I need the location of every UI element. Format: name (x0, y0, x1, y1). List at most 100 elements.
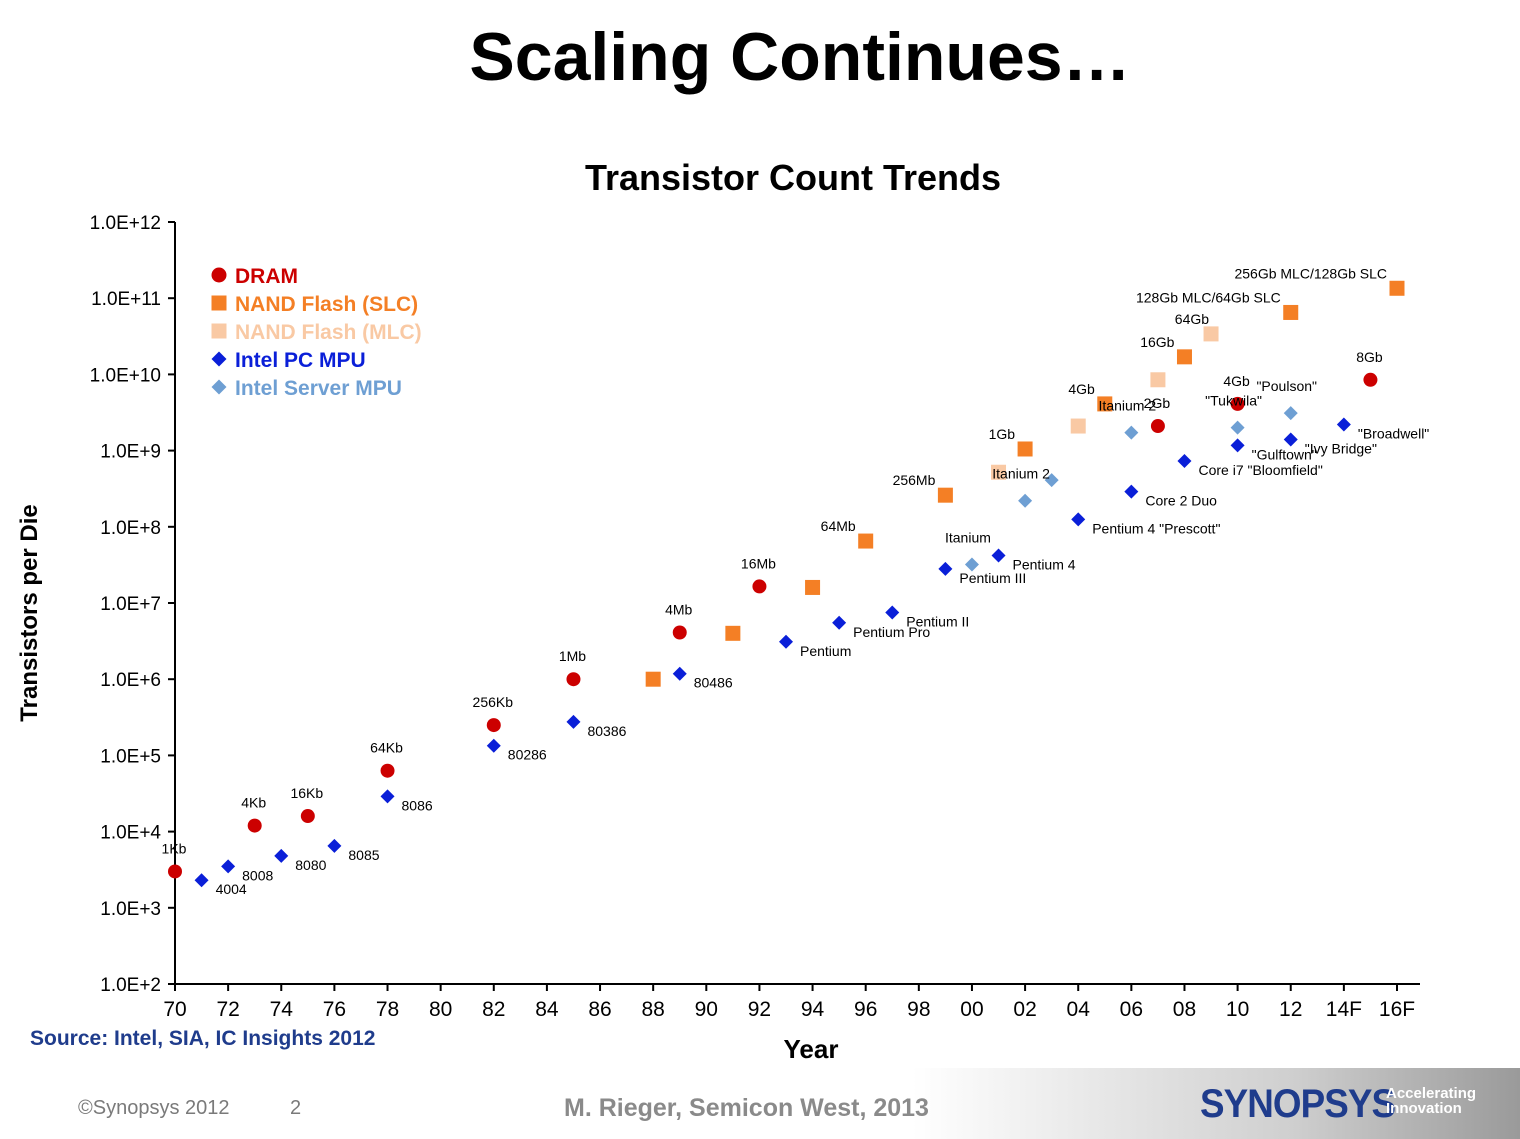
data-point-intel-server-mpu (964, 557, 979, 572)
legend-marker-nand-flash-mlc (211, 323, 227, 339)
data-point-intel-pc-mpu (938, 561, 953, 576)
point-label: 80286 (508, 747, 547, 763)
logo-tagline: Accelerating Innovation (1386, 1085, 1477, 1117)
data-point-dram (752, 579, 767, 594)
point-label: "Tukwila" (1205, 393, 1262, 409)
point-label: Core i7 "Bloomfield" (1198, 462, 1322, 478)
legend-marker-dram (211, 267, 227, 283)
point-label: 16Gb (1140, 334, 1174, 350)
x-axis-title: Year (784, 1034, 839, 1064)
y-tick-label: 1.0E+9 (100, 442, 161, 463)
point-label: Pentium Pro (853, 624, 930, 640)
y-tick-label: 1.0E+2 (100, 975, 161, 996)
data-point-dram (1363, 372, 1378, 387)
x-tick-label: 94 (801, 998, 825, 1021)
data-point-nand-flash-slc (1283, 304, 1299, 320)
point-label: 64Mb (821, 518, 856, 534)
data-point-nand-flash-slc (725, 625, 741, 641)
data-point-nand-flash-slc (937, 487, 953, 503)
x-tick-label: 12 (1279, 998, 1302, 1021)
legend-label-nand-flash-slc: NAND Flash (SLC) (235, 293, 418, 316)
data-point-nand-flash-slc (1017, 441, 1033, 457)
y-tick-label: 1.0E+8 (100, 518, 161, 539)
data-point-intel-pc-mpu (1283, 432, 1298, 447)
legend-label-intel-pc-mpu: Intel PC MPU (235, 349, 366, 372)
data-point-nand-flash-slc (1176, 349, 1192, 365)
x-tick-label: 10 (1226, 998, 1249, 1021)
point-label: 256Mb (893, 472, 936, 488)
point-label: 80386 (587, 723, 626, 739)
point-label: 4Gb (1068, 381, 1095, 397)
y-tick-label: 1.0E+6 (100, 670, 161, 691)
legend-label-dram: DRAM (235, 265, 298, 288)
chart-axes: 1.0E+2 1.0E+3 1.0E+4 1.0E+5 1.0E+6 1.0E+7 1.0E… (90, 213, 1420, 1021)
x-tick-label: 04 (1067, 998, 1091, 1021)
chart-title: Transistor Count Trends (585, 157, 1001, 198)
point-label: Itanium 2 (1099, 398, 1157, 414)
y-tick-label: 1.0E+5 (100, 746, 161, 767)
point-label: 128Gb MLC/64Gb SLC (1136, 289, 1281, 305)
x-tick-label: 98 (907, 998, 930, 1021)
point-label: 8008 (242, 867, 273, 883)
x-tick-label: 74 (270, 998, 294, 1021)
data-point-intel-pc-mpu (672, 666, 687, 681)
point-label: 4004 (216, 881, 247, 897)
y-tick-label: 1.0E+10 (90, 365, 161, 386)
data-point-dram (168, 864, 182, 879)
y-axis-title: Transistors per Die (16, 504, 43, 721)
point-label: 8080 (295, 857, 326, 873)
x-tick-label: 92 (748, 998, 771, 1021)
data-point-nand-flash-mlc (1070, 418, 1086, 434)
data-point-dram (672, 625, 687, 640)
point-label: "Broadwell" (1358, 426, 1429, 442)
logo-wordmark: SYNOPSYS (1200, 1082, 1396, 1126)
x-tick-label: 96 (854, 998, 877, 1021)
data-point-intel-pc-mpu (1071, 512, 1086, 527)
point-label: 256Kb (473, 694, 514, 710)
data-point-nand-flash-slc (858, 533, 874, 549)
data-point-intel-server-mpu (1230, 420, 1245, 435)
data-point-intel-pc-mpu (221, 859, 236, 874)
point-label: Pentium III (959, 570, 1026, 586)
point-label: Pentium 4 "Prescott" (1092, 520, 1220, 536)
point-label: "Gulftown" (1252, 446, 1317, 462)
x-tick-label: 82 (482, 998, 505, 1021)
y-tick-label: 1.0E+12 (90, 213, 161, 234)
data-point-intel-server-mpu (1044, 473, 1059, 488)
data-point-intel-server-mpu (1018, 493, 1033, 508)
x-tick-label: 02 (1013, 998, 1036, 1021)
x-tick-label: 80 (429, 998, 452, 1021)
point-label: Pentium (800, 643, 851, 659)
point-label: 8085 (348, 847, 379, 863)
x-tick-label: 00 (960, 998, 983, 1021)
point-label: 4Mb (665, 602, 692, 618)
data-point-intel-pc-mpu (991, 548, 1006, 563)
legend-label-nand-flash-mlc: NAND Flash (MLC) (235, 321, 422, 344)
data-point-intel-pc-mpu (380, 789, 395, 804)
source-note: Source: Intel, SIA, IC Insights 2012 (30, 1027, 375, 1050)
copyright-text: ©Synopsys 2012 (78, 1097, 230, 1119)
x-tick-label: 90 (695, 998, 718, 1021)
data-point-intel-pc-mpu (832, 615, 847, 630)
data-point-dram (380, 763, 395, 778)
point-label: 4Kb (241, 795, 266, 811)
point-label: 256Gb MLC/128Gb SLC (1234, 265, 1387, 281)
data-point-dram (486, 718, 501, 733)
x-tick-label: 84 (535, 998, 559, 1021)
y-tick-label: 1.0E+11 (91, 289, 161, 310)
data-point-dram (1150, 419, 1165, 434)
point-label: 8Gb (1356, 349, 1383, 365)
point-label: 16Mb (741, 555, 776, 571)
data-point-intel-pc-mpu (1124, 484, 1139, 499)
data-point-intel-pc-mpu (194, 873, 209, 888)
legend-marker-nand-flash-slc (211, 295, 227, 311)
point-label: 4Gb (1223, 373, 1250, 389)
legend-marker-intel-server-mpu (211, 379, 227, 395)
legend-marker-intel-pc-mpu (211, 351, 227, 367)
data-point-intel-pc-mpu (1177, 454, 1192, 469)
point-label: 64Gb (1175, 311, 1209, 327)
legend-label-intel-server-mpu: Intel Server MPU (235, 377, 402, 400)
point-label: Itanium 2 (992, 466, 1050, 482)
x-tick-label: 14F (1326, 998, 1362, 1021)
